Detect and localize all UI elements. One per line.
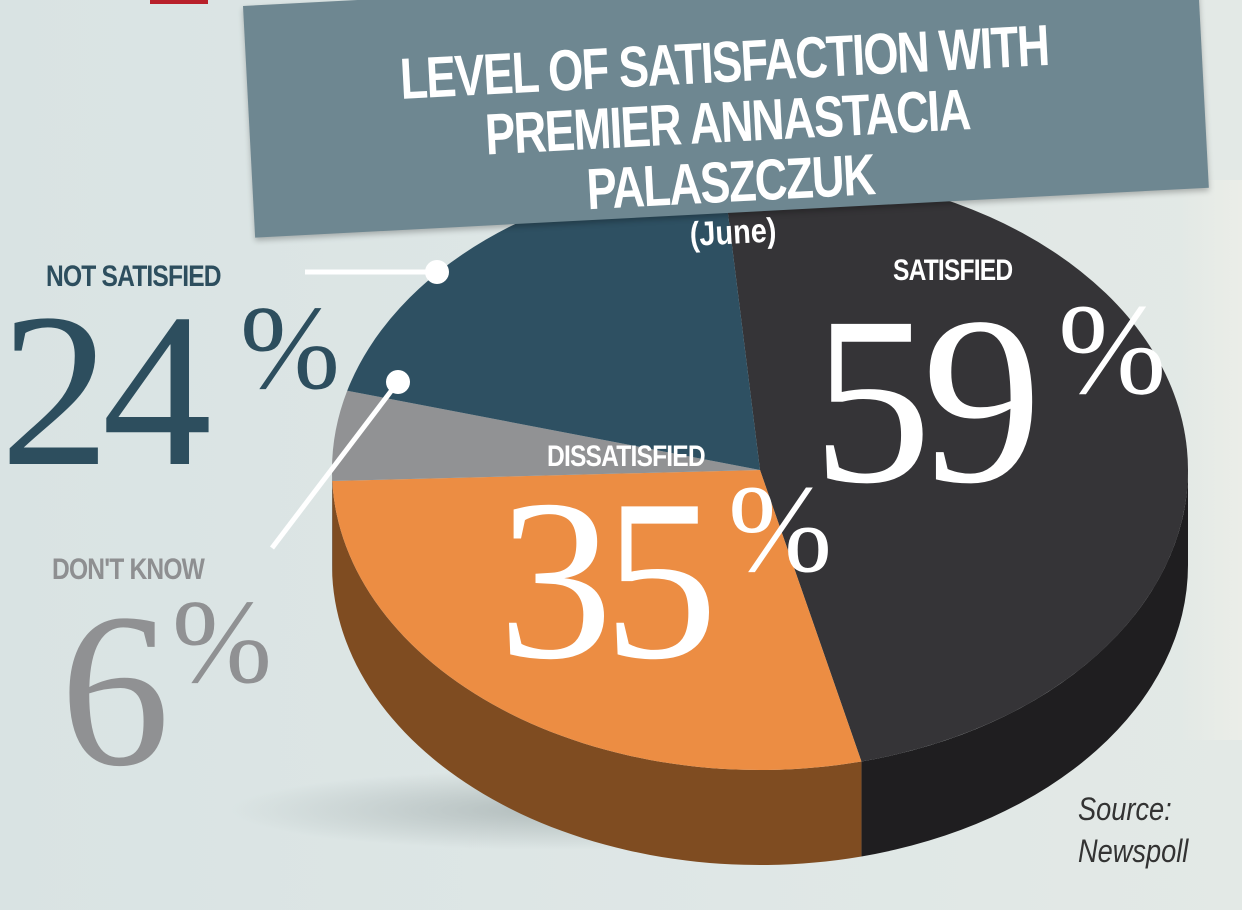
pie-side-satisfied [861, 470, 1188, 857]
leader-dot-not-satisfied [425, 260, 449, 284]
percent-sign-dont-know: % [172, 575, 272, 708]
label-dont-know: DON'T KNOW [52, 553, 205, 586]
value-dont-know: 6 [60, 568, 170, 812]
value-not-satisfied: 24 [0, 268, 212, 512]
pie-top [332, 169, 1189, 771]
background-fade [1182, 180, 1242, 740]
leader-lines [270, 260, 449, 550]
source-note: Source: Newspoll [1078, 788, 1197, 872]
leader-line-dont-know [270, 380, 400, 550]
label-satisfied: SATISFIED [893, 254, 1013, 287]
pie-sides [332, 470, 1188, 865]
label-not-satisfied: NOT SATISFIED [46, 260, 222, 293]
top-red-strip [150, 0, 208, 4]
source-line-1: Source: [1078, 791, 1172, 827]
title-banner: LEVEL OF SATISFACTION WITH PREMIER ANNAS… [243, 0, 1209, 254]
value-satisfied: 59 [812, 267, 1042, 533]
pie-slice-satisfied [722, 169, 1189, 762]
pie-slice-don-t-know [332, 390, 760, 481]
value-dissatisfied: 35 [498, 452, 718, 707]
label-dissatisfied: DISSATISFIED [547, 440, 706, 473]
pie-side-dissatisfied [332, 480, 862, 865]
leader-dot-dont-know [386, 370, 410, 394]
percent-sign-satisfied: % [1058, 278, 1167, 422]
source-line-2: Newspoll [1078, 833, 1189, 869]
percent-sign-not-satisfied: % [240, 281, 340, 414]
percent-sign-dissatisfied: % [728, 461, 833, 599]
pie-slice-dissatisfied [332, 470, 862, 771]
pie-slice-not-satisfied [347, 171, 760, 470]
